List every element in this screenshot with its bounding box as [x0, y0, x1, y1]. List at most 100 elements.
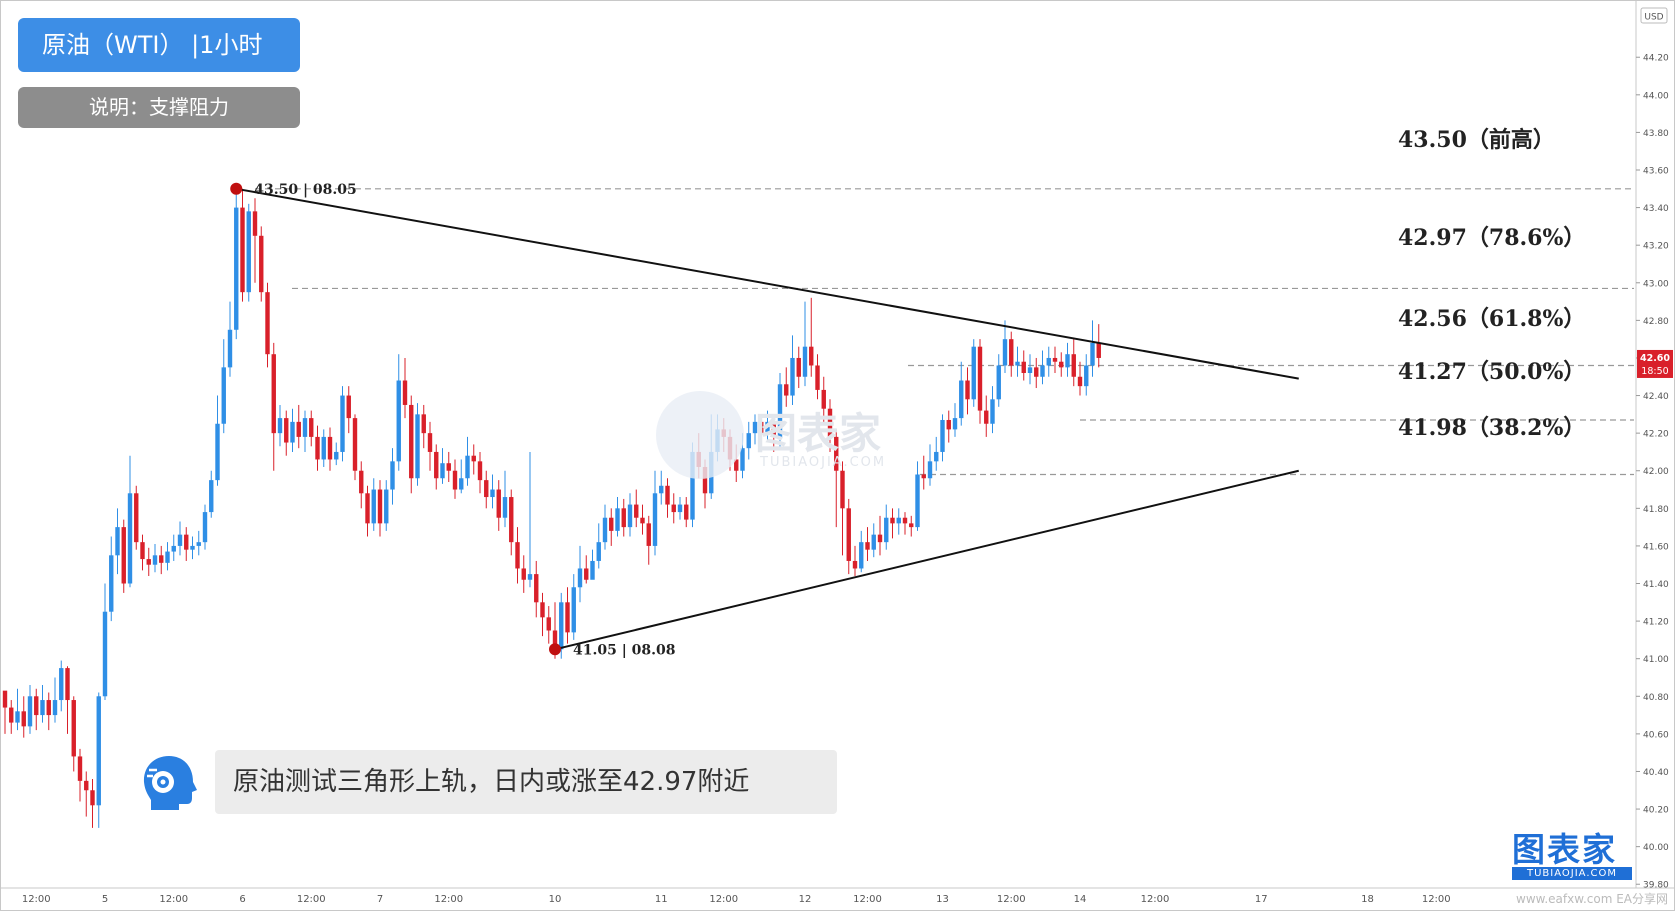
- candle-body: [327, 436, 333, 460]
- candle-body: [990, 399, 995, 424]
- x-tick-label: 12:00: [22, 894, 51, 905]
- candle-body: [1040, 365, 1045, 377]
- candle-body: [365, 493, 370, 524]
- candle-body: [334, 451, 339, 460]
- x-tick-label: 12: [799, 894, 812, 905]
- candle-body: [509, 497, 514, 543]
- candle-body: [1059, 361, 1064, 368]
- candle-body: [234, 207, 239, 330]
- brand-name: 图表家: [1512, 830, 1617, 869]
- candle-body: [671, 504, 676, 513]
- candle-body: [1027, 367, 1033, 373]
- candle-body: [159, 555, 164, 563]
- brand-domain: TUBIAOJIA.COM: [1512, 867, 1632, 880]
- x-tick-label: 11: [655, 894, 668, 905]
- candle-body: [2, 690, 8, 708]
- candle-body: [577, 568, 583, 588]
- y-tick-label: 44.00: [1643, 91, 1669, 101]
- x-tick-label: 10: [549, 894, 562, 905]
- candle-body: [152, 555, 158, 565]
- candle-body: [1065, 354, 1070, 368]
- candle-body: [1015, 361, 1020, 366]
- candle-body: [734, 459, 739, 471]
- candle-body: [421, 414, 426, 434]
- y-tick-label: 43.40: [1643, 204, 1669, 214]
- candle-body: [1084, 365, 1089, 387]
- level-label: 42.97（78.6%）: [1398, 225, 1585, 251]
- brand-logo: 图表家 TUBIAOJIA.COM: [1512, 833, 1632, 881]
- candle-body: [846, 508, 851, 561]
- current-price-tag: [1637, 349, 1673, 378]
- candle-body: [652, 493, 658, 546]
- candle-body: [502, 497, 508, 518]
- candle-body: [921, 474, 926, 479]
- watermark-text: 图表家: [755, 409, 881, 458]
- y-tick-label: 42.40: [1643, 392, 1669, 402]
- level-label: 43.50（前高）: [1398, 127, 1555, 153]
- analysis-note: 原油测试三角形上轨，日内或涨至42.97附近: [215, 750, 837, 814]
- candle-body: [240, 207, 245, 293]
- candle-body: [796, 357, 801, 377]
- y-tick-label: 40.60: [1643, 730, 1669, 740]
- candle-body: [109, 555, 114, 612]
- candle-body: [790, 357, 795, 396]
- x-tick-label: 12:00: [1141, 894, 1170, 905]
- candle-body: [640, 517, 645, 524]
- x-tick-label: 12:00: [159, 894, 188, 905]
- y-tick-label: 39.80: [1643, 881, 1669, 891]
- candle-body: [752, 421, 758, 434]
- candle-body: [952, 418, 958, 430]
- candle-body: [840, 470, 845, 509]
- candle-body: [884, 517, 889, 543]
- pivot-marker: [230, 182, 243, 195]
- candle-body: [134, 493, 139, 543]
- candle-body: [465, 455, 470, 479]
- candle-body: [340, 395, 345, 452]
- candle-body: [659, 485, 664, 494]
- candle-body: [302, 418, 308, 437]
- candle-body: [584, 568, 589, 580]
- candle-body: [977, 346, 983, 411]
- candle-body: [521, 568, 526, 580]
- y-tick-label: 40.80: [1643, 693, 1669, 703]
- y-tick-label: 41.80: [1643, 505, 1669, 515]
- x-tick-label: 18: [1361, 894, 1374, 905]
- candle-body: [859, 542, 864, 569]
- x-tick-label: 12:00: [997, 894, 1026, 905]
- candle-body: [809, 346, 814, 366]
- candle-body: [15, 711, 20, 723]
- y-tick-label: 43.00: [1643, 279, 1669, 289]
- candle-body: [896, 517, 901, 524]
- candle-body: [352, 418, 358, 471]
- candle-body: [634, 504, 639, 518]
- candle-body: [865, 542, 870, 550]
- candle-body: [1077, 376, 1083, 387]
- candle-body: [1096, 342, 1101, 358]
- candle-body: [852, 560, 858, 569]
- candle-body: [215, 423, 220, 481]
- footer-url: www.eafxw.com EA分享网: [1516, 891, 1668, 906]
- price-axis: USD 44.20 44.00 43.80 43.60 43.40 43.20 43.00 42…: [1635, 0, 1673, 891]
- candle-body: [559, 602, 564, 650]
- x-tick-label: 6: [239, 894, 245, 905]
- candle-body: [165, 551, 170, 563]
- candle-body: [415, 414, 420, 479]
- candle-body: [71, 700, 76, 757]
- candle-body: [740, 448, 745, 471]
- x-tick-label: 13: [936, 894, 949, 905]
- candle-body: [402, 380, 408, 405]
- robot-head-icon: [143, 756, 197, 810]
- pivot-label: 41.05 | 08.08: [573, 642, 676, 658]
- pivot-label: 43.50 | 08.05: [254, 182, 357, 198]
- candles: [2, 188, 1101, 828]
- candle-body: [140, 542, 145, 560]
- candle-body: [996, 365, 1001, 400]
- candle-body: [77, 756, 83, 781]
- countdown-label: 18:50: [1641, 366, 1668, 377]
- candle-body: [427, 433, 433, 452]
- x-tick-label: 5: [102, 894, 108, 905]
- candle-body: [984, 410, 989, 424]
- x-tick-label: 14: [1074, 894, 1087, 905]
- candle-body: [1009, 339, 1014, 366]
